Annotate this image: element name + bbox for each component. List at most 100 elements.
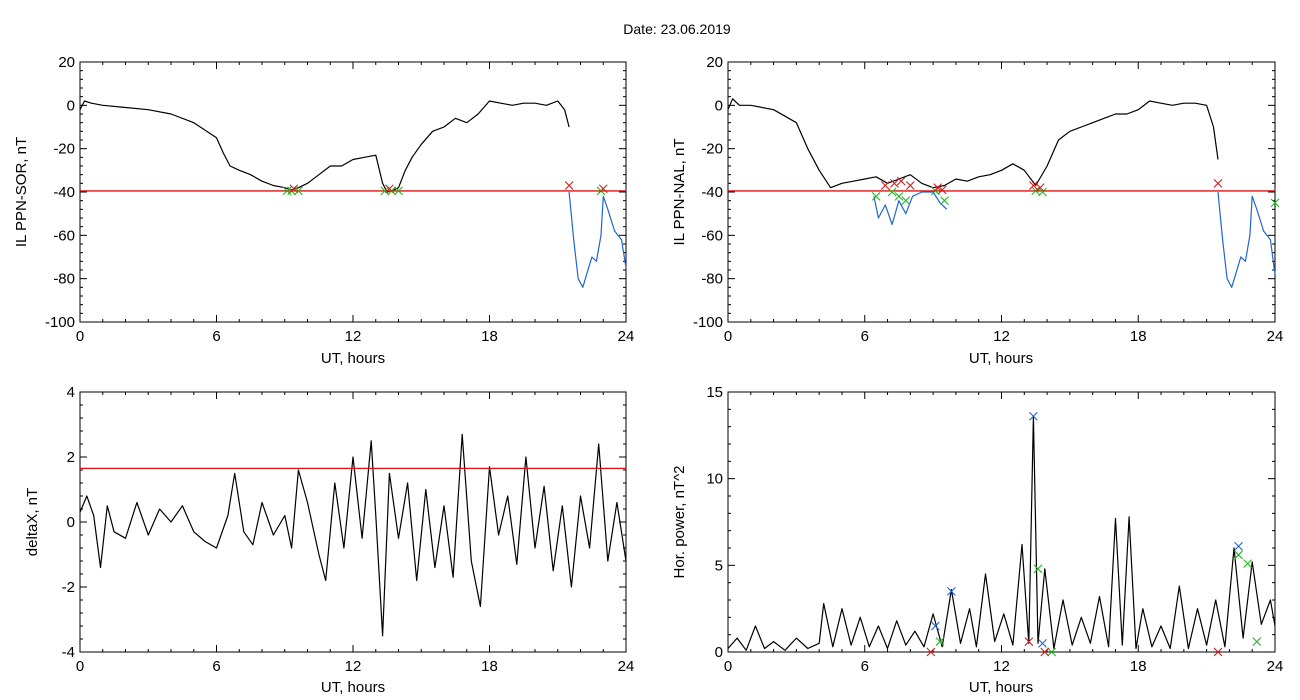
x-tick-label: 24 (618, 328, 635, 345)
marker-point (294, 186, 303, 196)
y-tick-label: -20 (701, 141, 723, 158)
series-line-0 (79, 433, 627, 637)
y-tick-label: -100 (693, 314, 723, 331)
marker-point (937, 185, 947, 195)
panel-frame (79, 391, 627, 653)
y-tick-label: -60 (701, 227, 723, 244)
marker-stroke (926, 647, 936, 657)
y-tick-label: 2 (67, 449, 75, 466)
y-tick-label: 20 (706, 54, 723, 71)
x-tick-label: 12 (993, 328, 1010, 345)
marker-stroke (294, 186, 303, 196)
x-tick-label: 6 (212, 658, 220, 675)
marker-stroke (1024, 637, 1034, 646)
marker-point (1038, 638, 1047, 648)
marker-stroke (896, 176, 906, 186)
marker-point (1234, 541, 1243, 551)
marker-point (1029, 411, 1038, 421)
y-tick-label: 10 (706, 471, 723, 488)
marker-stroke (1047, 647, 1057, 657)
x-tick-label: 24 (1267, 328, 1284, 345)
marker-point (1213, 178, 1223, 188)
y-tick-label: 5 (715, 557, 723, 574)
x-tick-label: 0 (724, 658, 732, 675)
series-line-1 (568, 191, 627, 288)
x-tick-label: 0 (76, 658, 84, 675)
marker-stroke (1033, 564, 1043, 574)
marker-stroke (933, 183, 943, 193)
marker-stroke (1243, 559, 1253, 568)
x-tick-label: 0 (76, 328, 84, 345)
x-axis-label: UT, hours (321, 679, 385, 696)
series-line-2 (1217, 191, 1276, 288)
marker-stroke (394, 186, 403, 196)
marker-point (394, 186, 403, 196)
marker-stroke (1035, 183, 1045, 193)
marker-stroke (1213, 178, 1223, 188)
x-axis-label: UT, hours (969, 350, 1033, 367)
series-line-0 (727, 98, 1219, 189)
y-tick-label: -2 (62, 579, 75, 596)
x-tick-label: 6 (212, 328, 220, 345)
marker-point (380, 186, 390, 196)
x-tick-label: 0 (724, 328, 732, 345)
marker-stroke (887, 187, 897, 197)
y-tick-label: -4 (62, 644, 75, 661)
y-tick-label: 0 (715, 644, 723, 661)
marker-point (1035, 183, 1045, 193)
marker-stroke (931, 621, 940, 631)
series-line-1 (873, 191, 948, 226)
y-tick-label: -20 (53, 141, 75, 158)
panel-frame (727, 391, 1276, 653)
marker-point (1047, 647, 1057, 657)
marker-stroke (901, 196, 911, 206)
marker-stroke (940, 196, 949, 206)
y-tick-label: 15 (706, 384, 723, 401)
x-tick-label: 18 (481, 658, 498, 675)
marker-stroke (1252, 637, 1262, 646)
marker-stroke (894, 191, 904, 201)
marker-point (1243, 559, 1253, 568)
marker-point (894, 191, 904, 201)
x-tick-label: 12 (993, 658, 1010, 675)
marker-point (598, 184, 608, 194)
marker-point (1024, 637, 1034, 646)
figure-title: Date: 23.06.2019 (623, 21, 731, 37)
x-tick-label: 24 (1267, 658, 1284, 675)
marker-stroke (935, 637, 945, 646)
marker-point (1029, 181, 1038, 190)
y-tick-label: -40 (701, 184, 723, 201)
marker-point (564, 181, 574, 190)
panel-bottom-right: UT, hours Hor. power, nT^2 0 6 12 18 24 0 5 10 1… (671, 384, 1283, 696)
y-axis-label: Hor. power, nT^2 (671, 466, 688, 579)
marker-point (889, 178, 899, 188)
marker-stroke (1234, 550, 1243, 560)
marker-point (901, 196, 911, 206)
y-axis-label: IL PPN-SOR, nT (13, 137, 30, 247)
marker-point (887, 187, 897, 197)
y-tick-label: 0 (715, 97, 723, 114)
marker-point (896, 176, 906, 186)
y-tick-label: 4 (67, 384, 75, 401)
marker-stroke (937, 185, 947, 195)
marker-point (940, 196, 949, 206)
x-axis-label: UT, hours (969, 679, 1033, 696)
y-tick-label: -60 (53, 227, 75, 244)
y-tick-label: -100 (45, 314, 75, 331)
y-tick-label: -40 (53, 184, 75, 201)
x-tick-label: 6 (861, 658, 869, 675)
marker-point (1033, 564, 1043, 574)
marker-point (289, 184, 299, 194)
marker-stroke (880, 181, 890, 190)
marker-stroke (946, 586, 956, 596)
marker-stroke (282, 186, 292, 196)
marker-point (935, 637, 945, 646)
marker-stroke (564, 181, 574, 190)
y-tick-label: -80 (53, 271, 75, 288)
marker-stroke (1270, 198, 1280, 208)
marker-stroke (1029, 181, 1038, 190)
panel-top-right: UT, hours IL PPN-NAL, nT 0 6 12 18 24 -100 -80… (671, 54, 1283, 367)
x-tick-label: 6 (861, 328, 869, 345)
